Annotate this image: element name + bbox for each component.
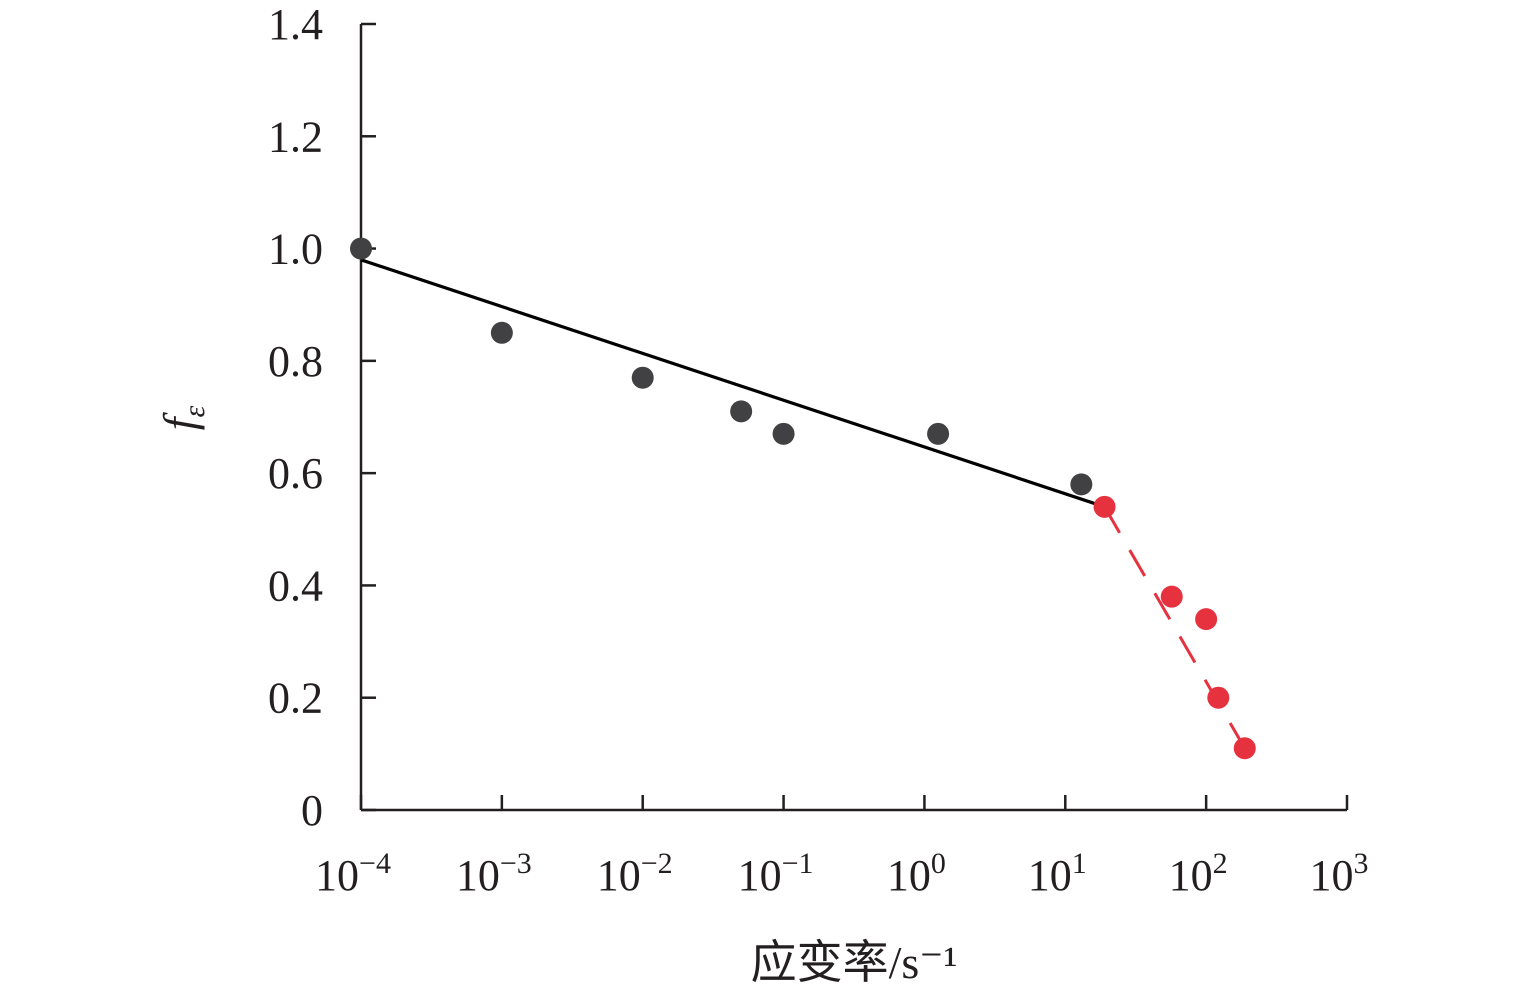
y-tick-label: 0.6 xyxy=(268,449,323,498)
x-tick-label-base: 10 xyxy=(456,851,500,900)
data-point xyxy=(772,422,795,445)
x-tick-label-base: 10 xyxy=(1169,851,1213,900)
axes xyxy=(359,24,1347,812)
data-point xyxy=(1195,608,1218,631)
y-tick-label: 1.4 xyxy=(268,0,323,49)
x-tick-label-exponent: −2 xyxy=(641,847,673,880)
x-tick-label-exponent: −3 xyxy=(500,847,532,880)
x-tick-label-exponent: 1 xyxy=(1072,847,1087,880)
dashed-fit-line xyxy=(1103,506,1247,749)
solid-fit-line xyxy=(360,258,1106,509)
y-tick-label: 0.8 xyxy=(268,337,323,386)
y-axis-title: fε xyxy=(154,406,211,431)
y-tick-label: 1.0 xyxy=(268,225,323,274)
y-tick-label: 0 xyxy=(301,786,323,835)
data-point xyxy=(1160,585,1183,608)
x-tick-label: 10−1 xyxy=(738,847,814,900)
data-point xyxy=(1207,686,1230,709)
y-tick-label: 0.4 xyxy=(268,561,323,610)
y-tick-label: 1.2 xyxy=(268,112,323,161)
data-point xyxy=(1070,473,1093,496)
data-point xyxy=(1233,737,1256,760)
x-tick-label-base: 10 xyxy=(1028,851,1072,900)
x-ticks: 10−4 10−3 10−2 10−1 100 101 102 103 xyxy=(315,795,1369,900)
x-tick-label-base: 10 xyxy=(315,851,359,900)
x-tick-label: 103 xyxy=(1310,847,1369,900)
x-axis-title: 应变率/s⁻¹ xyxy=(751,937,958,988)
x-tick-label: 10−3 xyxy=(456,847,532,900)
data-point xyxy=(927,422,950,445)
x-tick-label: 101 xyxy=(1028,847,1087,900)
x-tick-label: 10−2 xyxy=(597,847,673,900)
data-point xyxy=(730,400,753,423)
y-tick-label: 0.2 xyxy=(268,674,323,723)
data-points xyxy=(350,237,1256,760)
x-tick-label: 102 xyxy=(1169,847,1228,900)
x-tick-label-exponent: 3 xyxy=(1354,847,1369,880)
x-tick-label-exponent: −1 xyxy=(782,847,814,880)
x-tick-label: 100 xyxy=(887,847,946,900)
fit-lines xyxy=(360,258,1247,749)
y-ticks: 0 0.2 0.4 0.6 0.8 1.0 1.2 1.4 xyxy=(268,0,376,835)
x-tick-label-base: 10 xyxy=(1310,851,1354,900)
x-tick-label-base: 10 xyxy=(597,851,641,900)
data-point xyxy=(350,237,372,260)
x-tick-label: 10−4 xyxy=(315,847,391,900)
x-tick-label-exponent: 0 xyxy=(931,847,946,880)
data-point xyxy=(631,366,654,389)
data-point xyxy=(490,321,513,344)
x-tick-label-exponent: −4 xyxy=(359,847,391,880)
data-point xyxy=(1093,495,1116,518)
x-tick-label-base: 10 xyxy=(738,851,782,900)
x-tick-label-exponent: 2 xyxy=(1213,847,1228,880)
y-axis-title-sub: ε xyxy=(178,406,211,418)
x-tick-label-base: 10 xyxy=(887,851,931,900)
